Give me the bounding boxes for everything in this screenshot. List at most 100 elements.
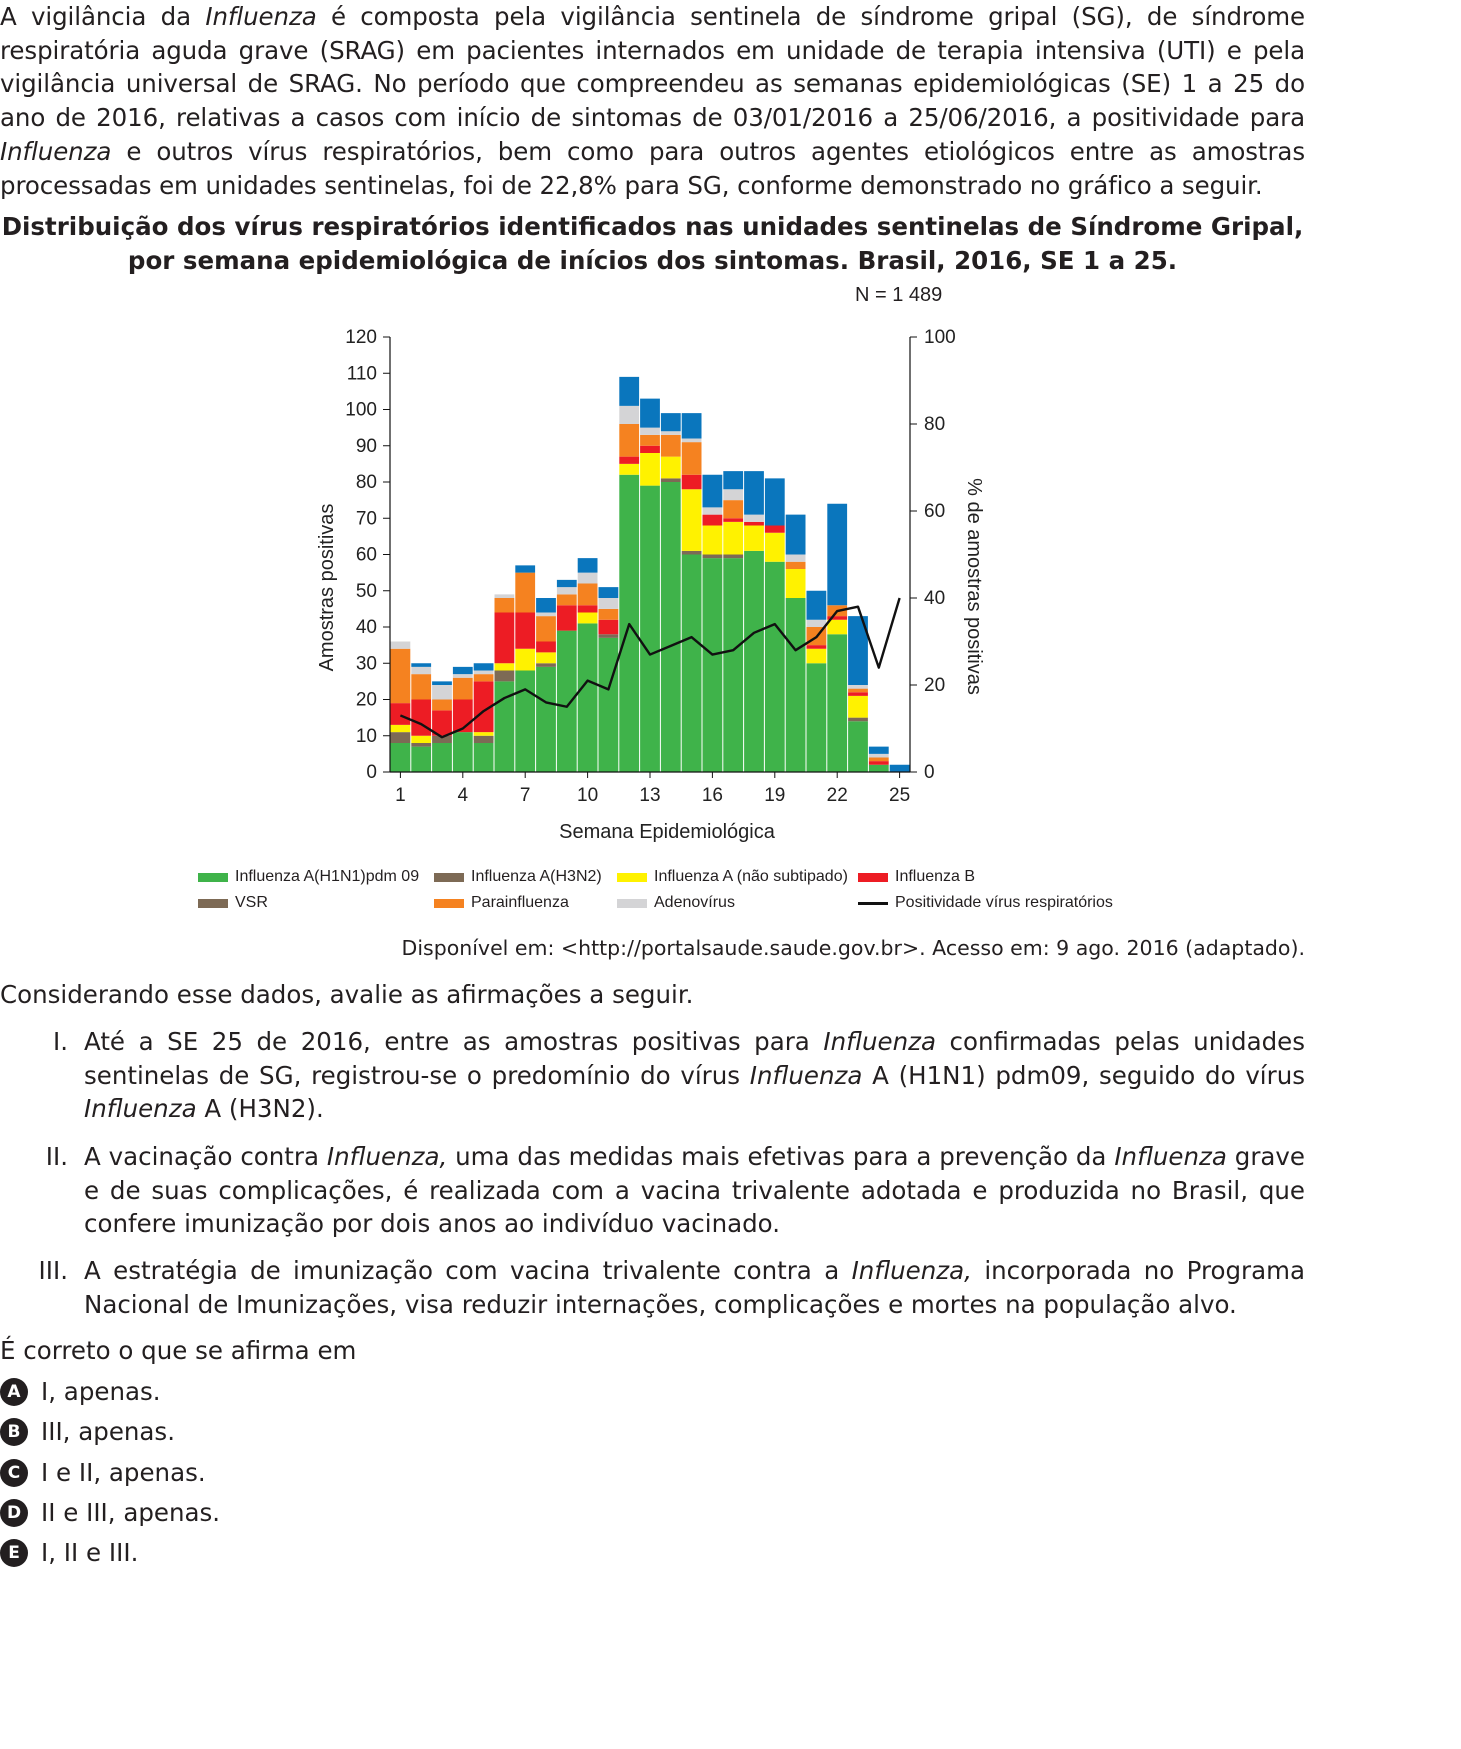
intro-text: e outros vírus respiratórios, bem como p… (0, 136, 1305, 200)
bar-segment-3 (619, 463, 640, 475)
legend-label: Positividade vírus respiratórios (895, 894, 1113, 911)
bar-segment-0 (723, 558, 744, 772)
bar-segment-6 (619, 405, 640, 424)
bar-segment-4 (848, 692, 868, 696)
option-a[interactable]: A I, apenas. (0, 1377, 161, 1406)
bar-segment-6 (390, 641, 411, 649)
bar-segment-3 (390, 724, 411, 733)
option-badge: D (0, 1498, 28, 1527)
option-c[interactable]: C I e II, apenas. (0, 1458, 206, 1487)
bar-segment-6 (868, 753, 889, 758)
statement-number: III. (38, 1256, 68, 1285)
bar-segment-0 (827, 634, 848, 772)
bar-segment-7 (536, 598, 556, 613)
x-tick-label: 10 (577, 785, 598, 806)
lead-sentence: Considerando esse dados, avalie as afirm… (0, 980, 694, 1009)
intro-text: A vigilância da (0, 2, 206, 31)
bar-segment-3 (536, 652, 556, 664)
bar-segment-7 (806, 590, 827, 620)
bar-segment-0 (536, 666, 556, 772)
bar-segment-7 (702, 474, 723, 508)
y-tick-label: 20 (356, 690, 377, 711)
legend-label: Influenza A (não subtipado) (654, 868, 848, 885)
bar-segment-4 (390, 703, 411, 725)
bar-segment-7 (848, 616, 868, 685)
legend-label: VSR (235, 894, 268, 911)
bar-segment-5 (577, 583, 598, 606)
y-tick-label: 110 (347, 363, 377, 384)
bar-segment-7 (411, 663, 432, 667)
bar-segment-5 (390, 648, 411, 704)
x-tick-label: 7 (520, 785, 531, 806)
legend-item-nonsub: Influenza A (não subtipado) (617, 868, 848, 886)
legend-label: Adenovírus (654, 894, 735, 911)
bar-segment-4 (515, 612, 536, 649)
option-e[interactable]: E I, II e III. (0, 1538, 138, 1567)
x-tick-label: 22 (827, 785, 848, 806)
intro-paragraph: A vigilância da Influenza é composta pel… (0, 0, 1305, 202)
bar-segment-6 (432, 685, 452, 700)
bar-segment-0 (556, 630, 577, 772)
y2-tick-label: 40 (924, 588, 945, 609)
y2-tick-label: 60 (924, 501, 945, 522)
bar-segment-0 (452, 732, 473, 772)
legend-swatch (617, 898, 647, 908)
bar-segment-1 (494, 670, 515, 682)
x-tick-label: 13 (639, 785, 660, 806)
bar-segment-4 (494, 612, 515, 664)
y-tick-label: 50 (356, 581, 377, 602)
bar-segment-5 (473, 674, 494, 682)
y2-tick-label: 100 (924, 327, 956, 348)
bar-segment-0 (432, 743, 452, 772)
bar-segment-4 (723, 518, 744, 522)
y-tick-label: 30 (356, 653, 377, 674)
bar-segment-0 (744, 550, 764, 772)
bar-segment-0 (868, 764, 889, 772)
bar-segment-1 (411, 743, 432, 747)
bar-segment-4 (806, 645, 827, 649)
bar-segment-7 (640, 398, 660, 428)
option-d[interactable]: D II e III, apenas. (0, 1498, 220, 1527)
legend-swatch (617, 872, 647, 882)
bar-segment-6 (598, 598, 619, 609)
bar-segment-5 (681, 442, 702, 475)
bar-segment-0 (390, 743, 411, 772)
y2-tick-label: 0 (924, 762, 935, 783)
option-b[interactable]: B III, apenas. (0, 1417, 175, 1446)
bar-segment-7 (577, 558, 598, 573)
bar-segment-6 (806, 619, 827, 627)
statement-2: II. A vacinação contra Influenza, uma da… (0, 1140, 1305, 1241)
bar-segment-4 (619, 456, 640, 464)
bar-segment-6 (785, 554, 806, 562)
x-tick-label: 19 (764, 785, 785, 806)
statement-text: A vacinação contra Influenza, uma das me… (84, 1142, 1305, 1239)
positivity-line (399, 597, 901, 739)
bar-segment-7 (681, 413, 702, 439)
bar-segment-4 (702, 514, 723, 526)
bar-segment-6 (494, 594, 515, 598)
option-badge: B (0, 1417, 28, 1446)
bar-segment-5 (619, 424, 640, 457)
bar-segment-3 (702, 525, 723, 555)
bar-segment-1 (702, 554, 723, 559)
y-tick-label: 70 (356, 508, 377, 529)
legend-item-line: Positividade vírus respiratórios (858, 894, 1113, 912)
bar-segment-6 (660, 431, 681, 435)
y-tick-label: 80 (356, 472, 377, 493)
option-badge: E (0, 1538, 28, 1567)
intro-italic: Influenza (205, 2, 317, 31)
bar-segment-1 (432, 735, 452, 743)
chart-title-line: Distribuição dos vírus respiratórios ide… (1, 212, 1304, 241)
bar-segment-4 (577, 605, 598, 613)
bar-segment-3 (785, 569, 806, 598)
bar-segment-4 (744, 521, 764, 526)
y2-tick-label: 20 (924, 675, 945, 696)
bar-segment-7 (868, 746, 889, 754)
y2-axis-title: % de amostras positivas (963, 478, 985, 695)
bar-segment-3 (494, 663, 515, 671)
bar-segment-7 (785, 514, 806, 555)
legend-label: Influenza A(H3N2) (471, 868, 602, 885)
x-tick-label: 1 (395, 785, 406, 806)
legend-line-swatch (858, 901, 888, 905)
bar-segment-7 (473, 663, 494, 671)
